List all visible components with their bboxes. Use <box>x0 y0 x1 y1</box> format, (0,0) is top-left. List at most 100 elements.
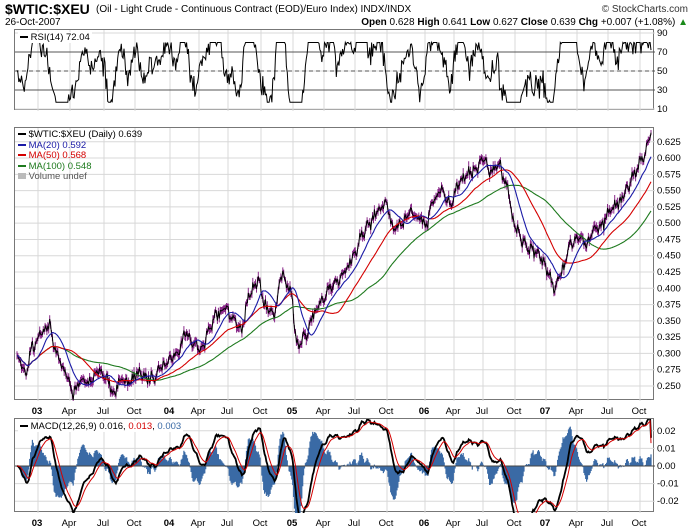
macd-signal-label: 0.013 <box>128 421 153 432</box>
x-tick-label: Apr <box>569 518 584 529</box>
y-tick-label: 0.300 <box>657 348 681 359</box>
legend-swatch <box>18 133 26 136</box>
x-tick-label: 04 <box>164 406 175 417</box>
x-tick-label: 07 <box>540 406 551 417</box>
x-tick-label: Jul <box>97 406 109 417</box>
x-tick-label: Apr <box>62 518 77 529</box>
y-tick-label: 0.375 <box>657 300 681 311</box>
ma50-line <box>16 169 652 383</box>
ma20-line <box>16 156 652 386</box>
quote-date: 26-Oct-2007 <box>5 17 61 28</box>
x-tick-label: Oct <box>253 406 268 417</box>
chart-symbol: $WTIC:$XEU <box>5 1 90 17</box>
x-tick-label: 05 <box>287 406 298 417</box>
x-tick-label: Apr <box>316 518 331 529</box>
y-tick-label: 10 <box>657 104 668 115</box>
x-tick-label: 03 <box>32 518 43 529</box>
x-tick-label: 06 <box>419 518 430 529</box>
y-tick-label: 0.600 <box>657 153 681 164</box>
y-tick-label: 0.575 <box>657 169 681 180</box>
macd-signal-line <box>17 419 652 513</box>
legend-swatch <box>18 154 26 157</box>
ma100-line <box>16 184 652 381</box>
price-x-axis: 03 Apr Jul Oct 04 Apr Jul Oct 05 Apr Jul Oct 06 Apr Ju… <box>32 406 647 417</box>
y-tick-label: 0.475 <box>657 234 681 245</box>
legend-swatch <box>20 425 28 428</box>
macd-line <box>16 419 652 513</box>
price-line <box>16 132 652 400</box>
x-tick-label: Oct <box>127 406 142 417</box>
x-tick-label: Oct <box>127 518 142 529</box>
x-tick-label: Oct <box>507 518 522 529</box>
legend-item-ma100: MA(100) 0.548 <box>18 161 142 173</box>
y-tick-label: 0.450 <box>657 251 681 262</box>
x-tick-label: 04 <box>164 518 175 529</box>
x-tick-label: Oct <box>632 518 647 529</box>
macd-label: MACD(12,26,9) 0.016, <box>30 421 129 432</box>
x-tick-label: 03 <box>32 406 43 417</box>
x-tick-label: Jul <box>348 406 360 417</box>
x-tick-label: Apr <box>446 406 461 417</box>
y-tick-label: 0.400 <box>657 283 681 294</box>
x-tick-label: Jul <box>348 518 360 529</box>
y-tick-label: 0.550 <box>657 186 681 197</box>
y-tick-label: 90 <box>657 29 668 39</box>
macd-hist-label: 0.003 <box>157 421 182 432</box>
legend-swatch <box>18 164 26 167</box>
x-tick-label: Oct <box>632 406 647 417</box>
x-tick-label: Oct <box>379 406 394 417</box>
x-tick-label: Apr <box>191 406 206 417</box>
price-y-axis: 0.625 0.600 0.575 0.550 0.525 0.500 0.475 0.450… <box>657 137 681 392</box>
x-tick-label: 05 <box>287 518 298 529</box>
legend-swatch <box>18 173 26 180</box>
y-tick-label: 30 <box>657 85 668 96</box>
x-tick-label: Oct <box>253 518 268 529</box>
x-tick-label: Jul <box>601 406 613 417</box>
rsi-chart <box>15 30 655 111</box>
legend-item-ma50: MA(50) 0.568 <box>18 150 142 162</box>
rsi-label: RSI(14) 72.04 <box>30 32 90 43</box>
y-tick-label: 0.525 <box>657 202 681 213</box>
legend-item-ma20: MA(20) 0.592 <box>18 140 142 152</box>
macd-chart <box>15 419 655 513</box>
y-tick-label: 0.275 <box>657 365 681 376</box>
chart-description: (Oil - Light Crude - Continuous Contract… <box>96 4 412 15</box>
x-tick-label: Apr <box>569 406 584 417</box>
x-tick-label: Oct <box>379 518 394 529</box>
x-tick-label: 07 <box>540 518 551 529</box>
y-tick-label: 0.500 <box>657 218 681 229</box>
rsi-panel: RSI(14) 72.04 <box>14 29 655 111</box>
y-tick-label: 50 <box>657 66 668 77</box>
rsi-y-axis: 90 70 50 30 10 <box>657 29 668 115</box>
y-tick-label: 0.625 <box>657 137 681 148</box>
macd-x-axis: 03 Apr Jul Oct 04 Apr Jul Oct 05 Apr Jul Oct 06 Apr Ju… <box>32 518 647 529</box>
quote-summary: Open 0.628 High 0.641 Low 0.627 Close 0.… <box>361 17 688 28</box>
y-tick-label: 0.250 <box>657 381 681 392</box>
y-tick-label: 0.01 <box>657 443 676 454</box>
legend-item-volume: Volume undef <box>18 171 142 183</box>
x-tick-label: Jul <box>221 518 233 529</box>
x-tick-label: Jul <box>476 406 488 417</box>
macd-panel: MACD(12,26,9) 0.016, 0.013, 0.003 <box>14 418 655 513</box>
y-tick-label: 0.350 <box>657 316 681 327</box>
legend-swatch <box>20 36 28 39</box>
x-tick-label: Jul <box>97 518 109 529</box>
x-tick-label: Apr <box>446 518 461 529</box>
macd-legend: MACD(12,26,9) 0.016, 0.013, 0.003 <box>18 421 184 432</box>
rsi-legend: RSI(14) 72.04 <box>18 32 92 43</box>
y-tick-label: 70 <box>657 47 668 58</box>
y-tick-label: 0.00 <box>657 461 676 472</box>
y-tick-label: -0.02 <box>657 496 679 507</box>
x-tick-label: Apr <box>316 406 331 417</box>
brand-watermark: © StockCharts.com <box>601 4 688 15</box>
price-chart <box>15 128 655 401</box>
y-tick-label: 0.325 <box>657 332 681 343</box>
price-legend: $WTIC:$XEU (Daily) 0.639 MA(20) 0.592 MA… <box>18 129 142 183</box>
x-tick-label: Apr <box>62 406 77 417</box>
x-tick-label: 06 <box>419 406 430 417</box>
x-tick-label: Jul <box>601 518 613 529</box>
x-tick-label: Apr <box>191 518 206 529</box>
price-panel: $WTIC:$XEU (Daily) 0.639 MA(20) 0.592 MA… <box>14 127 655 401</box>
y-tick-label: -0.01 <box>657 479 679 490</box>
legend-item-price: $WTIC:$XEU (Daily) 0.639 <box>18 129 142 141</box>
